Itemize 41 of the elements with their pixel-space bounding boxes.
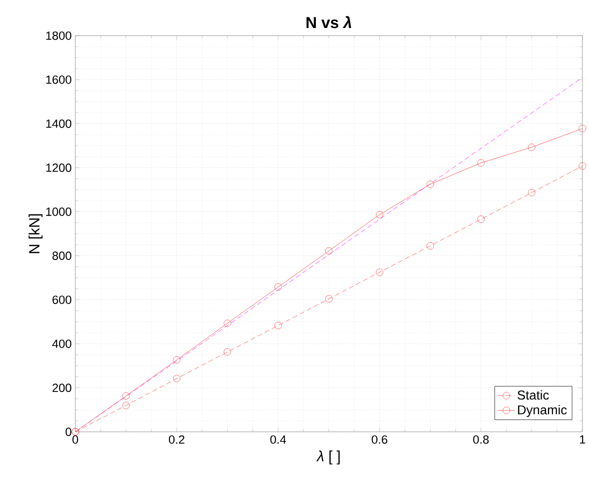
point [528, 143, 536, 151]
point [173, 374, 180, 382]
x-tick-label: 0.6 [372, 435, 388, 444]
point [274, 283, 282, 291]
point [578, 162, 586, 170]
point [477, 159, 485, 166]
x-tick-label: 0 [72, 435, 78, 444]
point [122, 392, 130, 400]
point [578, 124, 586, 132]
point [325, 247, 333, 254]
point [274, 322, 282, 330]
y-tick-label: 600 [52, 295, 72, 304]
point [224, 348, 232, 356]
y-tick-label: 800 [52, 251, 72, 260]
legend-label: Static [518, 390, 549, 400]
point [224, 320, 232, 327]
y-tick-label: 1400 [46, 119, 72, 128]
x-tick-label: 0.2 [168, 435, 184, 444]
x-axis-title: λ [ ] [316, 450, 340, 464]
point [528, 188, 536, 196]
y-axis-title: N [kN] [28, 214, 42, 254]
y-tick-label: 1800 [46, 31, 72, 40]
x-tick-label: 0.4 [270, 435, 286, 444]
y-tick-label: 1200 [46, 163, 72, 172]
y-tick-label: 0 [66, 427, 72, 436]
y-tick-label: 1600 [46, 75, 72, 84]
point [173, 356, 180, 364]
y-tick-label: 400 [52, 339, 72, 348]
x-tick-label: 1 [580, 435, 586, 444]
y-tick-label: 200 [52, 383, 72, 392]
y-tick-label: 1000 [46, 207, 72, 216]
chart-title: N vs λ [306, 16, 352, 28]
x-tick-label: 0.8 [473, 435, 489, 444]
point [376, 210, 384, 218]
point [325, 295, 333, 302]
point [122, 402, 130, 409]
point [376, 268, 384, 276]
point [426, 242, 434, 250]
legend-label: Dynamic [518, 404, 567, 417]
point [477, 215, 485, 223]
point [426, 180, 434, 188]
